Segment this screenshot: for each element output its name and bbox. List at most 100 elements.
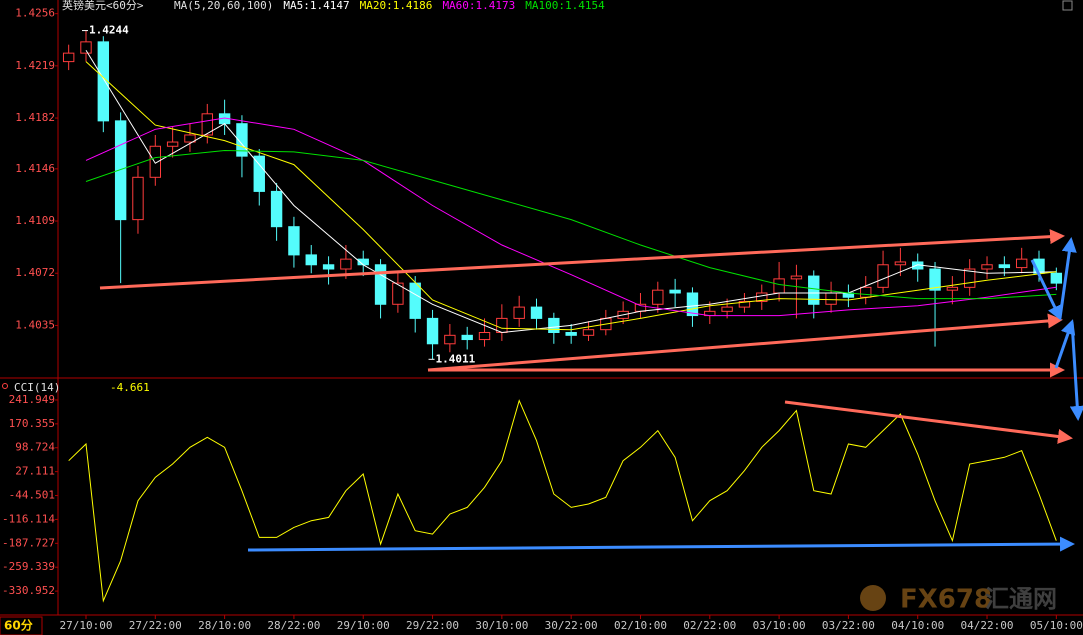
candle-body [97, 41, 110, 122]
candle-body [374, 264, 387, 305]
plots: 1.4256 1.4219 1.4182 1.4146 1.4109 1.4072 1.40… [2, 7, 1083, 632]
candle-body [62, 52, 75, 63]
candle-body [946, 286, 959, 291]
candle-body [253, 155, 265, 192]
x-tick-label: 27/22:00 [129, 619, 182, 632]
candle-body [998, 264, 1011, 269]
candle-body [790, 275, 803, 280]
y-tick-label: 1.4109 [15, 214, 55, 227]
candle-body [132, 176, 144, 221]
candle-body [236, 123, 248, 157]
y-tick-label: 170.355 [9, 417, 55, 430]
chart-title: 英镑美元<60分> [62, 0, 144, 12]
trend-line [427, 313, 1063, 372]
panel-marker [2, 383, 8, 389]
candle-body [392, 282, 404, 305]
ma-line [85, 117, 1057, 317]
candle-body [513, 306, 525, 319]
window-icon[interactable] [1062, 0, 1073, 11]
candle-body [1015, 258, 1028, 269]
ma-line [85, 61, 1057, 331]
candle-body [184, 134, 196, 143]
legend-entry: MA20:1.4186 [360, 0, 433, 12]
y-tick-label: -187.727 [2, 536, 55, 549]
x-tick-label: 29/22:00 [406, 619, 459, 632]
candle-body [288, 226, 300, 256]
candle-body [582, 329, 595, 336]
x-tick-label: 03/22:00 [822, 619, 875, 632]
candle-body [461, 334, 473, 341]
candle-body [548, 317, 560, 333]
watermark: FX678 汇通网 [860, 585, 1057, 615]
candle-body [981, 264, 993, 270]
candle-body [565, 331, 577, 336]
watermark-logo [860, 585, 886, 611]
x-tick-label: 30/22:00 [545, 619, 598, 632]
legend-entry: MA5:1.4147 [283, 0, 349, 12]
y-tick-label: 1.4256 [15, 7, 55, 20]
x-tick-label: 04/10:00 [891, 619, 944, 632]
candle-body [652, 289, 664, 305]
candle-body [444, 334, 456, 345]
x-tick-label: 05/10:00 [1030, 619, 1083, 632]
candle-body [1050, 272, 1063, 284]
candle-body [721, 306, 733, 312]
watermark-brand: FX678 [900, 585, 992, 615]
y-tick-label: 1.4219 [15, 59, 55, 72]
trend-line [247, 536, 1075, 552]
candle-body [166, 141, 179, 147]
y-tick-label: 98.724 [15, 441, 55, 454]
candle-body [877, 264, 889, 288]
candle-body [964, 268, 976, 288]
y-tick-label: -44.501 [9, 489, 55, 502]
indicator-label: MA(5,20,60,100) [174, 0, 273, 12]
trend-line [784, 400, 1073, 444]
legend-entry: MA60:1.4173 [442, 0, 515, 12]
x-tick-label: 02/22:00 [683, 619, 736, 632]
indicator-value: -4.661 [110, 381, 150, 394]
y-tick-label: 1.4146 [15, 162, 55, 175]
period-tab[interactable] [0, 616, 43, 635]
candle-body [894, 261, 907, 266]
y-tick-label: -259.339 [2, 560, 55, 573]
candle-body [929, 268, 941, 291]
x-tick-label: 28/10:00 [198, 619, 251, 632]
candle-body [825, 292, 837, 305]
x-tick-label: 29/10:00 [337, 619, 390, 632]
y-tick-label: 1.4182 [15, 111, 55, 124]
extreme-label: 1.4011 [436, 352, 476, 365]
candle-body [530, 306, 543, 319]
candle-body [860, 286, 872, 298]
x-tick-label: 27/10:00 [59, 619, 112, 632]
candle-body [80, 41, 92, 54]
y-tick-label: 1.4072 [15, 266, 55, 279]
candle-body [322, 264, 335, 270]
trend-line [99, 229, 1065, 290]
x-tick-label: 28/22:00 [267, 619, 320, 632]
y-tick-label: 1.4035 [15, 318, 55, 331]
watermark-site: 汇通网 [985, 585, 1057, 613]
candle-body [270, 190, 283, 228]
ma-line [85, 149, 1057, 300]
candle-body [149, 145, 162, 178]
candle-body [426, 317, 439, 345]
candle-body [686, 292, 699, 317]
candle-body [756, 292, 768, 302]
candle-body [773, 278, 785, 294]
y-tick-label: 241.949 [9, 393, 55, 406]
y-tick-label: -116.114 [2, 512, 55, 525]
candle-body [305, 254, 317, 266]
y-tick-label: 27.111 [15, 465, 55, 478]
trend-lines [99, 229, 1083, 552]
candle-body [201, 113, 213, 136]
candle-body [496, 317, 508, 333]
candle-body [669, 289, 681, 294]
extreme-label: 1.4244 [89, 24, 129, 37]
trend-line [1054, 319, 1076, 369]
cci-line [68, 399, 1057, 603]
period-label[interactable]: 60分 [4, 618, 33, 633]
x-tick-label: 03/10:00 [753, 619, 806, 632]
candle-body [114, 120, 127, 221]
indicator-title: CCI(14) [14, 381, 60, 394]
